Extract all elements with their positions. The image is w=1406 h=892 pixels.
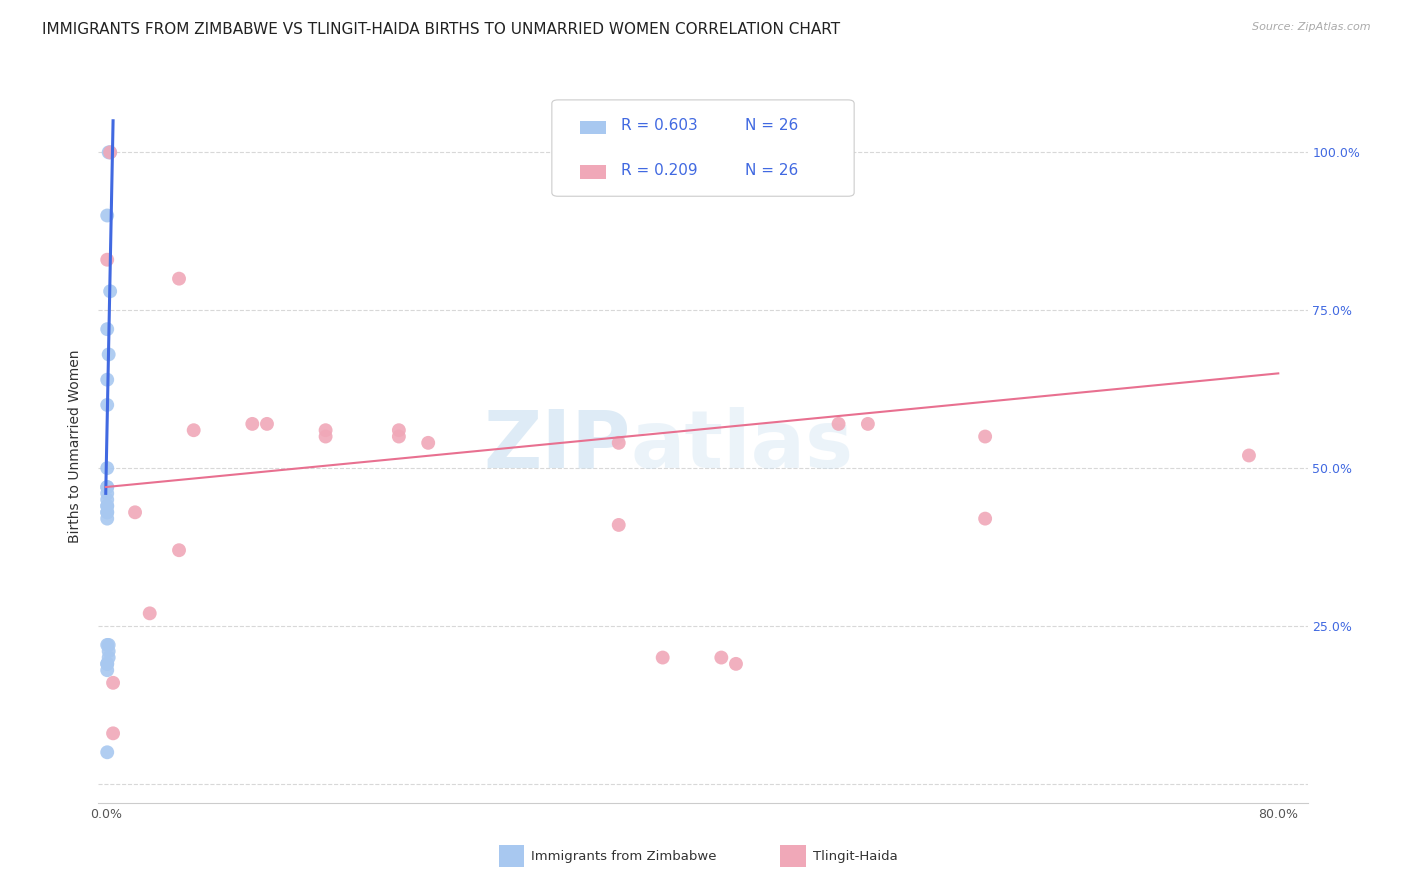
Point <box>315 429 337 443</box>
Point <box>315 423 337 437</box>
Point <box>388 423 411 437</box>
Point <box>96 499 118 513</box>
Point <box>974 429 997 443</box>
Point <box>97 650 120 665</box>
Point <box>96 480 118 494</box>
Point <box>418 435 440 450</box>
Point <box>974 511 997 525</box>
Text: Immigrants from Zimbabwe: Immigrants from Zimbabwe <box>531 850 717 863</box>
Point <box>96 663 118 677</box>
Point <box>183 423 205 437</box>
Point <box>97 145 120 160</box>
Point <box>96 505 118 519</box>
Point <box>724 657 747 671</box>
Point <box>98 145 121 160</box>
Point <box>124 505 146 519</box>
FancyBboxPatch shape <box>553 100 855 196</box>
Text: ZIP: ZIP <box>484 407 630 485</box>
Point <box>96 486 118 500</box>
Point <box>96 398 118 412</box>
Point <box>96 657 118 671</box>
Point <box>96 638 118 652</box>
Point <box>138 607 160 621</box>
Point <box>96 209 118 223</box>
Point <box>96 480 118 494</box>
Point <box>96 499 118 513</box>
Point <box>651 650 673 665</box>
Y-axis label: Births to Unmarried Women: Births to Unmarried Women <box>69 350 83 542</box>
Point <box>856 417 879 431</box>
Point <box>96 461 118 475</box>
Point <box>101 726 124 740</box>
Point <box>97 644 120 658</box>
Text: Source: ZipAtlas.com: Source: ZipAtlas.com <box>1253 22 1371 32</box>
Point <box>240 417 263 431</box>
Point <box>607 435 630 450</box>
Point <box>98 285 121 299</box>
Point <box>388 429 411 443</box>
Point <box>96 492 118 507</box>
Text: N = 26: N = 26 <box>745 162 799 178</box>
Point <box>1237 449 1260 463</box>
Text: R = 0.209: R = 0.209 <box>621 162 697 178</box>
Text: atlas: atlas <box>630 407 853 485</box>
Point <box>167 271 190 285</box>
Point <box>97 347 120 361</box>
Point <box>98 145 121 160</box>
Point <box>96 511 118 525</box>
Point <box>101 675 124 690</box>
Text: N = 26: N = 26 <box>745 118 799 133</box>
Point <box>96 745 118 759</box>
FancyBboxPatch shape <box>579 165 606 178</box>
Point <box>827 417 849 431</box>
Point <box>710 650 733 665</box>
Point <box>167 543 190 558</box>
Text: IMMIGRANTS FROM ZIMBABWE VS TLINGIT-HAIDA BIRTHS TO UNMARRIED WOMEN CORRELATION : IMMIGRANTS FROM ZIMBABWE VS TLINGIT-HAID… <box>42 22 841 37</box>
Point <box>607 517 630 532</box>
Point <box>96 252 118 267</box>
Point <box>96 322 118 336</box>
Point <box>97 638 120 652</box>
Point <box>256 417 278 431</box>
Text: Tlingit-Haida: Tlingit-Haida <box>813 850 897 863</box>
Point <box>96 373 118 387</box>
FancyBboxPatch shape <box>579 120 606 134</box>
Text: R = 0.603: R = 0.603 <box>621 118 697 133</box>
Point <box>96 657 118 671</box>
Point <box>96 505 118 519</box>
